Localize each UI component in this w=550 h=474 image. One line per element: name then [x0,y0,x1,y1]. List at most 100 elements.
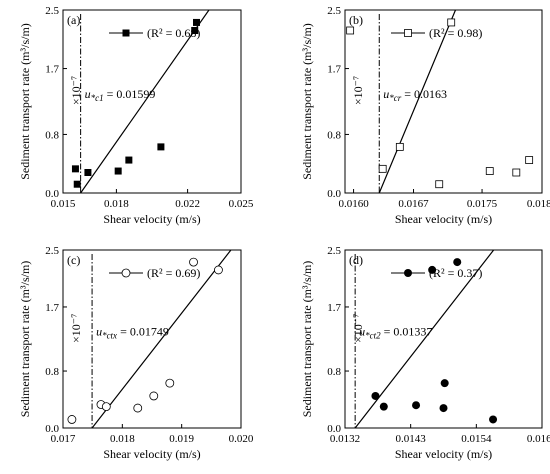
panel-b-fit-line [378,10,457,193]
panel-d-data-point [453,258,462,267]
panel-c-ylabel: Sediment transport rate (m³/s/m) [18,261,32,418]
panel-c-xtick-label: 0.020 [229,433,254,445]
panel-a-data-point [73,180,81,188]
panel-b-data-point [447,18,456,27]
panel-d-frame [344,249,543,429]
panel-d-y-multiplier: ×10⁻⁷ [351,314,365,343]
panel-c-xtick-label: 0.018 [110,433,135,445]
panel-c-threshold-subscript: *ctx [102,330,117,340]
panel-b-frame [344,9,543,194]
panel-a-threshold-subscript: *c1 [91,93,104,103]
panel-d-xtick-label: 0.0132 [330,433,360,445]
panel-d-data-point [379,402,388,411]
panel-d-data-point [489,415,498,424]
panel-b-xtick-label: 0.0167 [398,198,429,210]
panel-a-data-point [125,156,133,164]
panel-a-fit-line [80,10,210,193]
panel-c-ytick-label: 0.8 [45,366,59,378]
panel-a-xtick-label: 0.018 [104,198,129,210]
panel-a-ytick-label: 0.0 [45,188,59,200]
panel-a-legend-r2: (R² = 0.68) [147,26,200,40]
panel-d-data-point [371,391,380,400]
panel-a-threshold-value: = 0.01599 [104,87,156,101]
panel-c-ytick-label: 2.5 [45,245,59,257]
panel-d-threshold-symbol: u [359,324,365,338]
panel-d-xlabel: Shear velocity (m/s) [395,447,492,461]
panel-c-legend-r2: (R² = 0.69) [147,266,200,280]
panel-a-xlabel: Shear velocity (m/s) [103,212,200,226]
panel-d-ytick-label: 0.8 [327,366,341,378]
panel-b-xtick-label: 0.0175 [467,198,498,210]
panel-a-data-point [157,143,165,151]
panel-b-xtick-label: 0.0182 [527,198,550,210]
panel-c-xtick-label: 0.017 [51,433,76,445]
panel-d-label: (d) [349,253,363,267]
panel-a-data-point [71,165,79,173]
panel-b-threshold-subscript: *cr [389,93,401,103]
panel-b-ytick-label: 2.5 [327,5,341,17]
panel-b-data-point [512,168,521,177]
panel-d-legend-marker [404,269,412,277]
panel-b-threshold-value: = 0.0163 [401,87,447,101]
panel-c-xtick-label: 0.019 [169,433,194,445]
panel-a-data-point [84,169,92,177]
panel-c-threshold-symbol: u [96,324,102,338]
panel-b-data-point [378,164,387,173]
panel-b-data-point [435,180,444,189]
panel-b-label: (b) [349,13,363,27]
panel-d-xtick-label: 0.0154 [461,433,492,445]
panel-b-data-point [525,156,534,164]
panel-b-ylabel: Sediment transport rate (m³/s/m) [300,23,314,180]
panel-c-ytick-label: 0.0 [45,423,59,435]
panel-d-threshold-subscript: *ct2 [365,330,381,340]
panel-d: 0.0132 0.0143 0.0154 0.0165 0.0 0.8 1.7 2.5 Shea… [300,245,550,461]
panel-b-legend-marker [404,29,412,37]
panel-b-ytick-label: 1.7 [327,64,341,76]
panel-c-data-point [189,257,198,267]
panel-b-data-point [395,142,404,151]
panel-a-ytick-label: 2.5 [45,5,59,17]
panel-a-data-point [114,167,122,175]
panel-d-data-point [412,401,421,410]
panel-c-label: (c) [67,253,80,267]
panel-c: 0.017 0.018 0.019 0.020 0.0 0.8 1.7 2.5 Shear ve… [18,245,254,461]
panel-c-data-point [133,403,143,413]
panel-b-threshold-symbol: u [383,87,389,101]
panel-d-xtick-label: 0.0143 [396,433,427,445]
panel-b-ytick-label: 0.8 [327,129,341,141]
panel-c-y-multiplier: ×10⁻⁷ [69,314,83,343]
panel-a-ylabel: Sediment transport rate (m³/s/m) [18,23,32,180]
panel-c-xlabel: Shear velocity (m/s) [103,447,200,461]
panel-a-ytick-label: 1.7 [45,64,59,76]
panel-b: 0.0160 0.0167 0.0175 0.0182 0.0 0.8 1.7 2.5 Shea… [300,5,550,226]
panel-b-y-multiplier: ×10⁻⁷ [351,76,365,105]
panel-d-ytick-label: 2.5 [327,245,341,257]
panel-a-xtick-label: 0.015 [51,198,76,210]
panel-d-data-point [428,265,437,274]
panel-b-data-point [485,167,494,175]
panel-b-xlabel: Shear velocity (m/s) [395,212,492,226]
panel-b-ytick-label: 0.0 [327,188,341,200]
panel-c-threshold-label: u*ctx = 0.01749 [96,324,169,340]
panel-c-data-point [214,265,223,275]
panel-b-legend-r2: (R² = 0.98) [429,26,482,40]
panel-a-ytick-label: 0.8 [45,129,59,141]
panel-c-ytick-label: 1.7 [45,302,59,314]
panel-d-ytick-label: 1.7 [327,302,341,314]
panel-c-legend-marker [121,268,131,278]
panel-c-data-point [67,415,77,424]
panel-c-data-point [149,391,159,401]
panel-a-label: (a) [67,13,80,27]
panel-a-data-point [191,26,199,34]
panel-c-threshold-value: = 0.01749 [117,324,169,338]
panel-a-threshold-label: u*c1 = 0.01599 [85,87,156,103]
panel-c-frame [62,249,242,429]
panel-d-ytick-label: 0.0 [327,423,341,435]
panel-c-data-point [165,378,175,388]
panel-d-ylabel: Sediment transport rate (m³/s/m) [300,261,314,418]
panel-c-fit-line [91,250,232,428]
panel-a-threshold-symbol: u [85,87,91,101]
panel-a-legend-marker [122,29,130,37]
panel-b-threshold-label: u*cr = 0.0163 [383,87,447,103]
